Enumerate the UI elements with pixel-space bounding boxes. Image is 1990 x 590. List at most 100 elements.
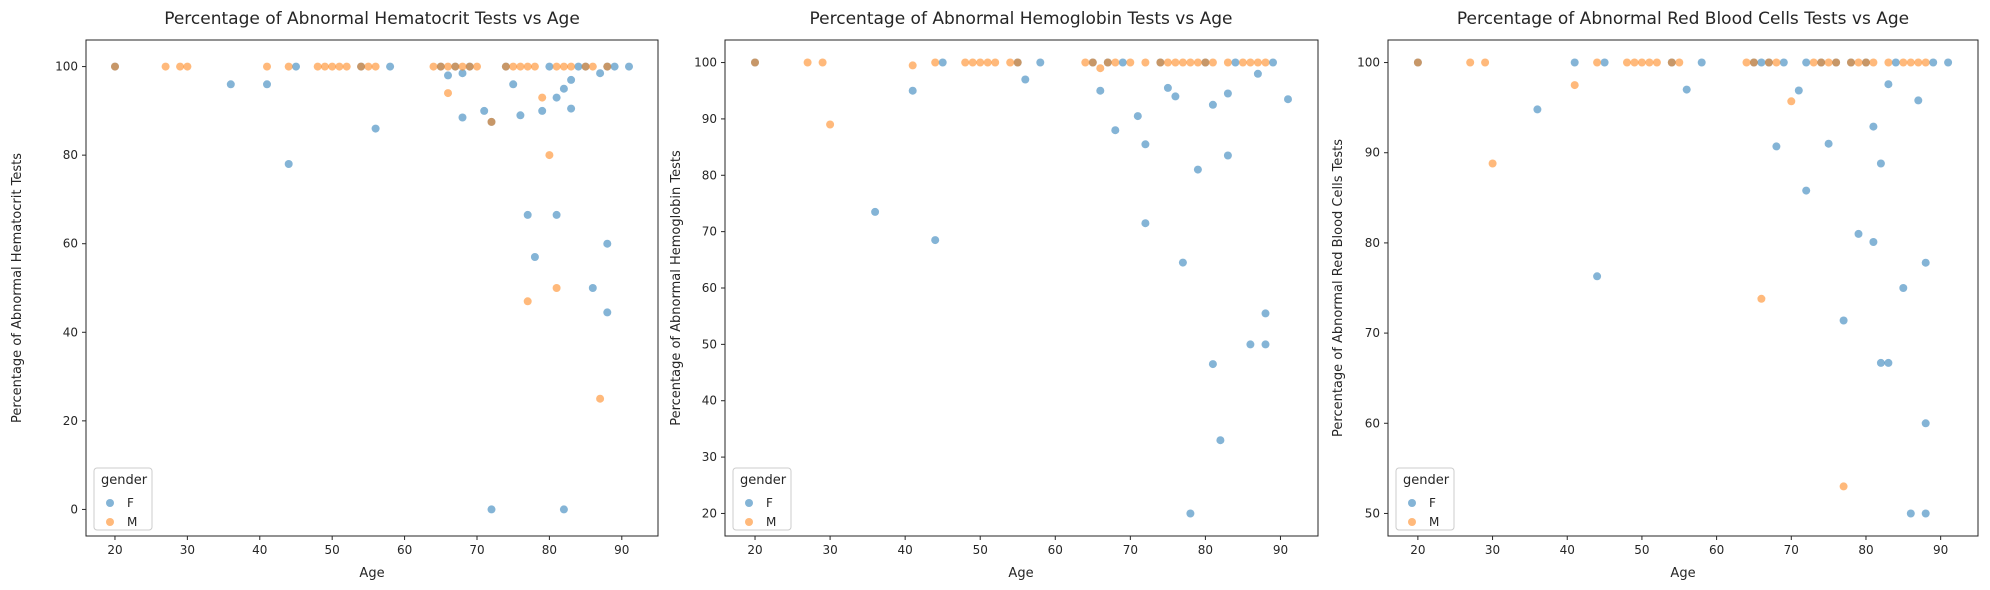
chart-panel-hemoglobin: Percentage of Abnormal Hemoglobin Tests …	[669, 9, 1319, 581]
x-tick-label: 60	[397, 543, 412, 557]
data-point-f	[1869, 122, 1878, 131]
legend-title: gender	[101, 473, 148, 488]
data-point-m	[530, 62, 539, 71]
legend-marker-m	[1408, 518, 1416, 526]
legend-marker-m	[106, 518, 114, 526]
data-point-f	[1171, 92, 1180, 101]
data-point-f	[292, 62, 300, 71]
y-tick-label: 40	[63, 325, 78, 339]
data-point-m	[1817, 58, 1826, 67]
x-tick-label: 70	[469, 543, 484, 557]
plot-frame	[1387, 39, 1979, 537]
data-point-f	[559, 505, 568, 514]
data-point-m	[176, 62, 185, 71]
data-point-m	[818, 58, 827, 67]
data-point-m	[1906, 58, 1915, 67]
data-point-f	[1533, 105, 1542, 114]
data-point-m	[1081, 58, 1090, 67]
data-point-m	[1481, 58, 1490, 67]
data-point-f	[545, 62, 554, 71]
data-point-m	[465, 62, 474, 71]
x-tick-label: 30	[1485, 543, 1500, 557]
data-point-m	[1862, 58, 1870, 67]
data-point-f	[1757, 58, 1766, 67]
data-point-m	[538, 93, 547, 102]
y-tick-label: 50	[1365, 506, 1380, 520]
data-point-f	[1133, 112, 1142, 121]
data-point-m	[1630, 58, 1639, 67]
data-point-m	[588, 62, 597, 71]
data-point-m	[284, 62, 293, 71]
data-point-m	[552, 284, 561, 292]
x-tick-label: 60	[1709, 543, 1724, 557]
data-point-f	[1921, 419, 1930, 428]
data-point-f	[552, 93, 561, 102]
data-point-m	[183, 62, 192, 71]
data-point-m	[1593, 58, 1602, 67]
data-point-m	[1466, 58, 1475, 67]
data-point-f	[603, 239, 612, 248]
data-point-f	[552, 210, 561, 219]
data-point-f	[1284, 95, 1292, 104]
data-point-m	[976, 58, 985, 67]
data-point-m	[1570, 81, 1579, 90]
x-tick-label: 70	[1784, 543, 1799, 557]
y-tick-label: 80	[1365, 236, 1380, 250]
data-point-m	[516, 62, 525, 71]
data-point-f	[1216, 436, 1225, 445]
legend-box	[93, 467, 153, 531]
data-point-f	[284, 160, 293, 168]
data-point-m	[1832, 58, 1841, 67]
data-point-f	[263, 80, 271, 89]
data-point-m	[1809, 58, 1818, 67]
data-point-m	[509, 62, 518, 71]
y-axis-label: Percentage of Abnormal Hemoglobin Tests	[669, 150, 684, 426]
legend-label-m: M	[127, 515, 137, 529]
data-point-m	[1921, 58, 1930, 67]
legend-label-f: F	[766, 496, 773, 510]
y-axis-label: Percentage of Abnormal Red Blood Cells T…	[1331, 139, 1346, 437]
data-point-f	[625, 62, 633, 71]
data-point-m	[1208, 58, 1217, 67]
data-point-m	[1013, 58, 1022, 67]
y-tick-label: 100	[55, 60, 78, 74]
data-point-f	[1600, 58, 1609, 67]
y-tick-label: 70	[702, 225, 717, 239]
data-point-f	[1869, 238, 1878, 246]
data-point-f	[1899, 284, 1908, 292]
chart-panel-hematocrit: Percentage of Abnormal Hematocrit Tests …	[10, 9, 659, 581]
data-point-f	[371, 124, 380, 133]
data-point-f	[1096, 86, 1105, 95]
data-point-f	[516, 111, 525, 120]
data-point-m	[444, 89, 452, 98]
data-point-f	[574, 62, 583, 71]
data-point-f	[1570, 58, 1579, 67]
data-point-m	[567, 62, 576, 71]
x-tick-label: 90	[1273, 543, 1288, 557]
legend-marker-f	[1408, 499, 1416, 507]
data-point-m	[487, 117, 496, 126]
data-point-f	[1854, 229, 1863, 238]
data-point-m	[523, 297, 532, 306]
y-tick-label: 30	[702, 450, 717, 464]
data-point-f	[1697, 58, 1706, 67]
x-axis-label: Age	[1670, 566, 1695, 581]
data-point-f	[559, 84, 568, 93]
x-axis-label: Age	[1008, 566, 1033, 581]
y-tick-label: 40	[702, 394, 717, 408]
data-point-f	[1772, 142, 1781, 151]
data-point-m	[1488, 159, 1497, 168]
data-point-f	[1178, 258, 1187, 267]
x-tick-label: 90	[614, 543, 629, 557]
data-point-m	[559, 62, 568, 71]
data-point-f	[1921, 509, 1930, 518]
data-point-f	[1261, 309, 1270, 318]
x-tick-label: 70	[1123, 543, 1138, 557]
data-point-f	[1208, 100, 1217, 109]
data-point-f	[1186, 509, 1195, 518]
x-tick-label: 20	[107, 543, 122, 557]
x-tick-label: 90	[1933, 543, 1948, 557]
legend-title: gender	[1403, 473, 1450, 488]
data-point-m	[1667, 58, 1676, 67]
